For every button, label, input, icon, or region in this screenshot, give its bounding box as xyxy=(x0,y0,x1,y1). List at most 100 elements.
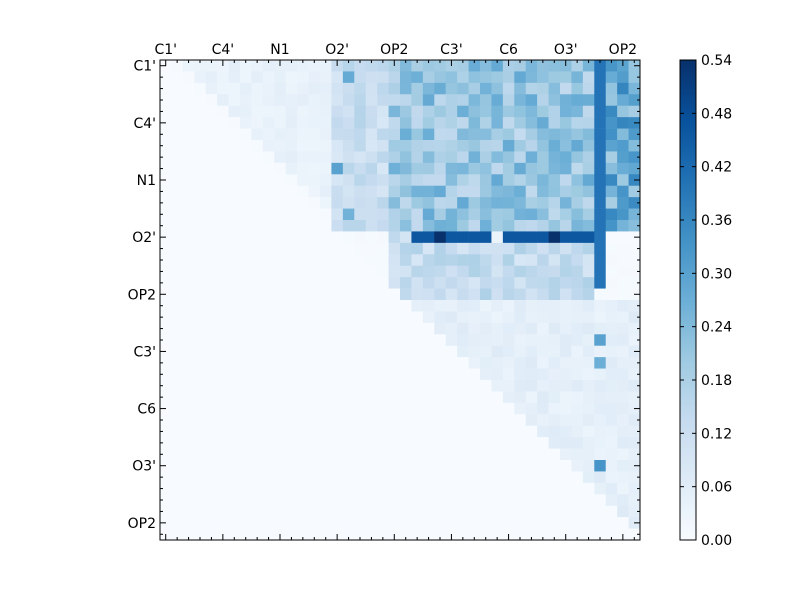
heatmap-cell xyxy=(480,517,492,529)
heatmap-cell xyxy=(411,505,424,518)
heatmap-cell xyxy=(377,254,389,267)
heatmap-cell xyxy=(628,265,641,278)
heatmap-cell xyxy=(205,334,218,347)
heatmap-cell xyxy=(571,105,584,118)
heatmap-cell xyxy=(320,368,332,381)
heatmap-cell xyxy=(251,288,264,301)
heatmap-cell xyxy=(628,82,641,95)
heatmap-cell xyxy=(422,185,435,198)
heatmap-cell xyxy=(468,322,481,335)
heatmap-cell xyxy=(411,265,424,278)
heatmap-cell xyxy=(514,151,527,164)
heatmap-cell xyxy=(365,208,378,221)
heatmap-cell xyxy=(308,254,321,267)
heatmap-cell xyxy=(617,482,629,495)
heatmap-cell xyxy=(582,425,595,438)
heatmap-cell xyxy=(560,517,572,529)
heatmap-cell xyxy=(194,391,207,404)
heatmap-cell xyxy=(468,494,481,507)
heatmap-cell xyxy=(274,208,287,221)
heatmap-cell xyxy=(331,254,344,267)
heatmap-cell xyxy=(354,151,367,164)
heatmap-cell xyxy=(537,162,549,175)
heatmap-cell xyxy=(617,254,629,267)
heatmap-cell xyxy=(400,71,412,84)
heatmap-cell xyxy=(171,151,184,164)
heatmap-cell xyxy=(274,345,287,358)
heatmap-cell xyxy=(377,368,389,381)
heatmap-cell xyxy=(217,140,229,152)
heatmap-cell xyxy=(365,368,378,381)
heatmap-cell xyxy=(491,460,504,472)
heatmap-cell xyxy=(228,151,241,164)
heatmap-cell xyxy=(480,414,492,427)
heatmap-cell xyxy=(605,94,618,107)
heatmap-cell xyxy=(411,345,424,358)
heatmap-cell xyxy=(308,60,321,72)
heatmap-cell xyxy=(171,517,184,529)
heatmap-cell xyxy=(297,414,309,427)
heatmap-cell xyxy=(502,82,515,95)
heatmap-cell xyxy=(548,265,561,278)
heatmap-cell xyxy=(605,242,618,255)
heatmap-cell xyxy=(205,185,218,198)
heatmap-cell xyxy=(434,482,447,495)
heatmap-cell xyxy=(457,505,469,518)
heatmap-cell xyxy=(365,391,378,404)
heatmap-cell xyxy=(411,357,424,369)
heatmap-cell xyxy=(217,117,229,129)
heatmap-cell xyxy=(628,322,641,335)
heatmap-cell xyxy=(445,174,458,187)
heatmap-cell xyxy=(354,368,367,381)
heatmap-cell xyxy=(365,505,378,518)
heatmap-cell xyxy=(320,300,332,312)
heatmap-cell xyxy=(171,71,184,84)
heatmap-cell xyxy=(571,94,584,107)
heatmap-cell xyxy=(251,185,264,198)
heatmap-cell xyxy=(400,220,412,232)
heatmap-cell xyxy=(262,505,275,518)
heatmap-cell xyxy=(171,494,184,507)
heatmap-cell xyxy=(560,471,572,484)
heatmap-cell xyxy=(468,334,481,347)
heatmap-cell xyxy=(331,334,344,347)
heatmap-cell xyxy=(285,288,298,301)
heatmap-cell xyxy=(228,185,241,198)
heatmap-cell xyxy=(308,197,321,209)
heatmap-cell xyxy=(262,277,275,289)
heatmap-cell xyxy=(388,334,401,347)
heatmap-cell xyxy=(228,414,241,427)
heatmap-cell xyxy=(388,448,401,461)
y-tick-label: C3' xyxy=(133,344,156,360)
heatmap-cell xyxy=(480,82,492,95)
heatmap-cell xyxy=(605,140,618,152)
heatmap-cell xyxy=(354,288,367,301)
heatmap-cell xyxy=(468,482,481,495)
heatmap-cell xyxy=(377,380,389,392)
heatmap-cell xyxy=(205,437,218,449)
heatmap-cell xyxy=(411,311,424,324)
heatmap-cell xyxy=(228,482,241,495)
heatmap-cell xyxy=(285,220,298,232)
heatmap-cell xyxy=(434,448,447,461)
heatmap-cell xyxy=(274,174,287,187)
heatmap-cell xyxy=(194,277,207,289)
heatmap-cell xyxy=(594,334,607,347)
heatmap-cell xyxy=(617,242,629,255)
heatmap-cell xyxy=(468,300,481,312)
heatmap-cell xyxy=(228,471,241,484)
heatmap-cell xyxy=(182,494,195,507)
heatmap-cell xyxy=(491,242,504,255)
heatmap-cell xyxy=(571,494,584,507)
heatmap-cell xyxy=(308,82,321,95)
heatmap-cell xyxy=(548,460,561,472)
heatmap-cell xyxy=(274,494,287,507)
heatmap-cell xyxy=(537,505,549,518)
heatmap-cell xyxy=(342,220,355,232)
heatmap-cell xyxy=(445,288,458,301)
heatmap-cell xyxy=(422,105,435,118)
heatmap-cell xyxy=(228,117,241,129)
heatmap-cell xyxy=(160,105,172,118)
heatmap-cell xyxy=(422,128,435,141)
heatmap-cell xyxy=(217,505,229,518)
